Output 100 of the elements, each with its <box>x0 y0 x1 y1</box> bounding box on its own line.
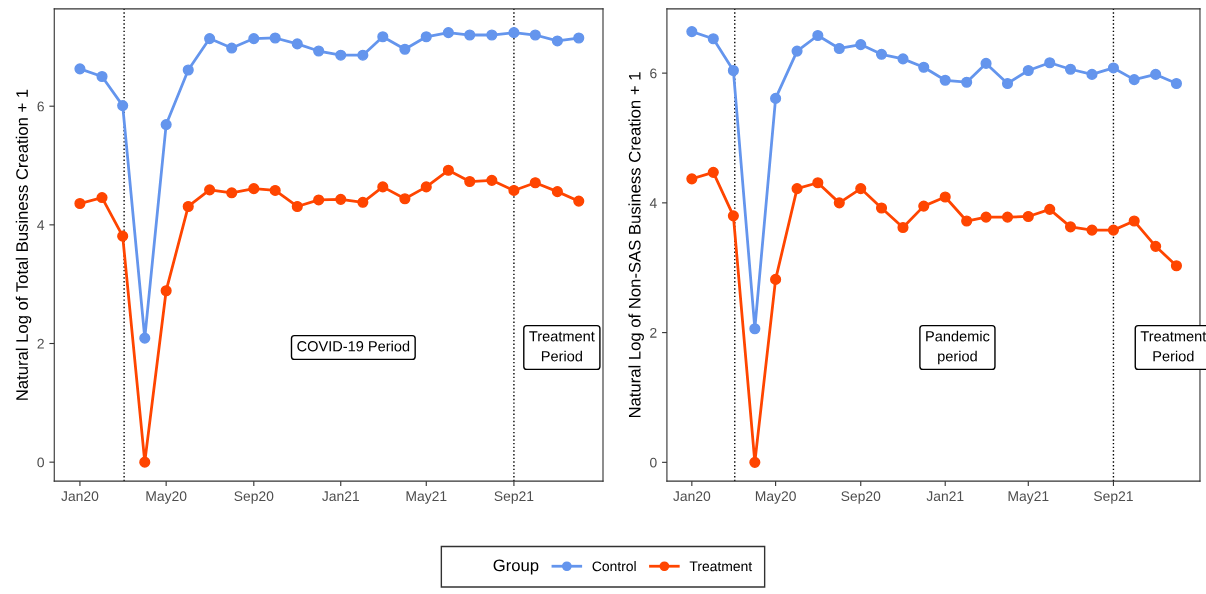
point <box>918 61 930 73</box>
point <box>1086 68 1098 80</box>
point <box>139 332 151 344</box>
point <box>160 119 172 131</box>
point <box>770 273 782 285</box>
legend-title: Group <box>493 559 539 575</box>
point <box>204 33 216 45</box>
y-tick-label: 2 <box>37 338 44 349</box>
point <box>875 48 888 60</box>
point <box>269 184 281 197</box>
point <box>182 200 194 213</box>
point <box>420 181 432 193</box>
x-tick-label: Jan20 <box>61 491 99 502</box>
point <box>160 285 172 297</box>
point <box>442 164 454 176</box>
point <box>855 183 867 195</box>
x-tick-label: May20 <box>146 491 187 504</box>
legend-label: Control <box>592 561 636 572</box>
point <box>749 323 761 335</box>
point <box>1150 68 1162 80</box>
point <box>248 33 260 45</box>
point <box>464 175 476 188</box>
point <box>442 27 454 39</box>
point <box>399 193 411 205</box>
point <box>291 38 303 50</box>
point <box>1001 77 1014 90</box>
point <box>1064 221 1077 233</box>
point <box>1128 74 1140 86</box>
point <box>1044 57 1056 69</box>
point <box>1022 210 1034 223</box>
point <box>939 191 951 203</box>
point <box>377 31 389 43</box>
point <box>707 33 719 45</box>
point <box>770 92 782 104</box>
x-tick-label: May20 <box>755 491 796 504</box>
x-tick-label: Sep21 <box>1093 491 1133 504</box>
point <box>399 43 411 55</box>
point <box>1001 211 1014 223</box>
y-axis-title: Natural Log of Total Business Creation + 1 <box>15 89 32 400</box>
point <box>1022 64 1034 77</box>
point <box>313 45 325 57</box>
y-tick-label: 0 <box>37 457 45 468</box>
annotation: Treatment Period <box>1140 331 1206 362</box>
point <box>74 63 86 75</box>
point <box>707 166 719 178</box>
point <box>875 202 888 214</box>
point <box>226 187 238 199</box>
point <box>357 196 369 208</box>
point <box>377 181 389 193</box>
point <box>357 49 369 61</box>
point <box>335 193 347 205</box>
point <box>833 197 845 209</box>
point <box>551 35 563 47</box>
point <box>897 53 909 65</box>
point <box>1064 63 1077 75</box>
point <box>812 177 824 189</box>
point <box>980 211 992 223</box>
point <box>313 194 325 206</box>
point <box>486 29 498 41</box>
point <box>508 27 520 39</box>
point <box>96 70 108 83</box>
point <box>486 174 498 186</box>
point <box>420 31 432 43</box>
point <box>727 64 739 77</box>
y-tick-label: 4 <box>649 198 657 208</box>
point <box>855 39 867 51</box>
point <box>833 42 845 55</box>
x-tick-label: Jan21 <box>322 491 359 502</box>
point <box>335 49 347 61</box>
x-tick-label: May21 <box>1008 491 1049 504</box>
point <box>1107 62 1119 74</box>
annotation: COVID-19 Period <box>297 340 410 352</box>
point <box>291 200 303 213</box>
point <box>464 29 476 41</box>
y-tick-label: 6 <box>650 68 657 79</box>
x-tick-label: May21 <box>406 491 447 504</box>
point <box>812 29 824 42</box>
point <box>1086 224 1098 236</box>
point <box>1107 224 1119 236</box>
y-tick-label: 6 <box>37 101 44 112</box>
point <box>1170 77 1182 90</box>
point <box>96 192 108 204</box>
y-axis-title: Natural Log of Non-SAS Business Creation + 1 <box>628 72 644 418</box>
x-tick-label: Jan21 <box>926 491 964 502</box>
y-tick-label: 4 <box>37 220 45 230</box>
point <box>117 100 129 112</box>
x-tick-label: Sep20 <box>234 491 274 504</box>
point <box>918 200 930 212</box>
point <box>939 74 951 86</box>
annotation: Treatment Period <box>529 331 595 362</box>
point <box>1170 260 1182 272</box>
point <box>204 184 216 196</box>
point <box>980 57 992 69</box>
point <box>117 230 129 242</box>
point <box>508 184 520 197</box>
point <box>529 29 541 41</box>
point <box>686 173 698 185</box>
point <box>791 183 803 195</box>
point <box>74 197 86 210</box>
point <box>1128 215 1140 227</box>
